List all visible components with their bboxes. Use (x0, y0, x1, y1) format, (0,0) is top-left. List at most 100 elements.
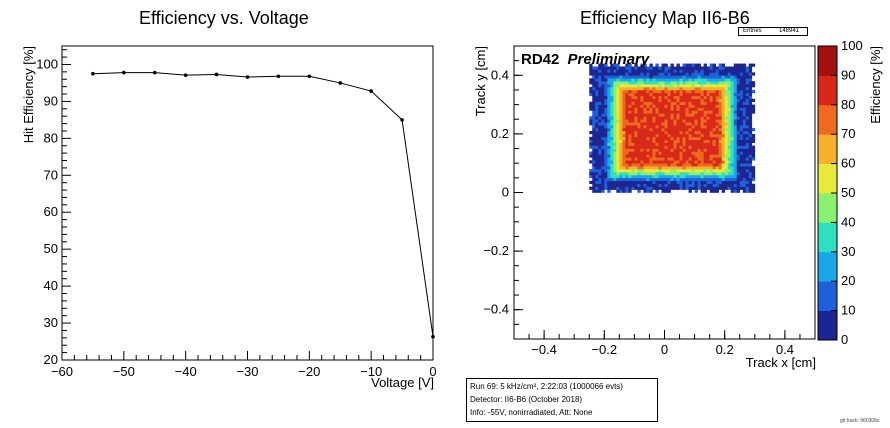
heatmap-cell (673, 113, 677, 117)
heatmap-cell (703, 75, 707, 79)
heatmap-cell (691, 128, 695, 132)
heatmap-cell (739, 81, 744, 85)
heatmap-cell (622, 81, 626, 85)
heatmap-cell (601, 189, 605, 193)
heatmap-cell (637, 180, 641, 185)
heatmap-cell (613, 81, 617, 85)
heatmap-cell (703, 169, 707, 173)
heatmap-cell (607, 72, 611, 76)
heatmap-cell (730, 95, 735, 100)
heatmap-cell (607, 145, 611, 149)
heatmap-cell (691, 174, 695, 179)
heatmap-cell (631, 160, 635, 164)
heatmap-cell (682, 98, 686, 102)
heatmap-cell (748, 75, 753, 79)
heatmap-cell (679, 95, 683, 100)
colorbar-segment (818, 139, 837, 145)
heatmap-cell (736, 133, 741, 138)
heatmap-cell (652, 78, 656, 82)
heatmap-cell (691, 139, 695, 143)
heatmap-cell (709, 87, 713, 91)
heatmap-cell (601, 78, 605, 82)
heatmap-cell (697, 128, 701, 132)
heatmap-cell (625, 69, 629, 73)
heatmap-cell (742, 72, 747, 76)
heatmap-cell (604, 133, 608, 138)
heatmap-cell (709, 130, 713, 135)
heatmap-cell (718, 113, 722, 117)
heatmap-cell (742, 136, 747, 141)
heatmap-cell (682, 183, 686, 187)
heatmap-cell (637, 72, 641, 76)
heatmap-cell (682, 154, 686, 158)
heatmap-cell (736, 101, 741, 105)
heatmap-cell (628, 81, 632, 85)
heatmap-cell (742, 66, 747, 70)
heatmap-cell (610, 110, 614, 114)
heatmap-cell (715, 183, 719, 187)
heatmap-cell (607, 136, 611, 141)
heatmap-cell (655, 95, 659, 100)
heatmap-cell (724, 92, 729, 97)
heatmap-cell (634, 145, 638, 149)
heatmap-cell (712, 177, 716, 182)
heatmap-cell (694, 116, 698, 120)
heatmap-cell (721, 116, 725, 120)
heatmap-cell (742, 110, 747, 114)
heatmap-cell (625, 107, 629, 111)
heatmap-cell (649, 151, 653, 155)
heatmap-cell (721, 69, 725, 73)
heatmap-cell (658, 116, 662, 120)
heatmap-cell (700, 81, 704, 85)
heatmap-cell (628, 87, 632, 91)
heatmap-cell (622, 84, 626, 88)
heatmap-cell (676, 104, 680, 108)
heatmap-cell (697, 139, 701, 143)
heatmap-cell (619, 142, 623, 146)
heatmap-cell (673, 174, 677, 179)
heatmap-cell (724, 122, 729, 126)
heatmap-cell (718, 157, 722, 161)
heatmap-cell (697, 125, 701, 129)
heatmap-cell (733, 66, 738, 70)
heatmap-cell (613, 148, 617, 152)
heatmap-cell (673, 177, 677, 182)
heatmap-cell (592, 78, 596, 82)
heatmap-cell (646, 84, 650, 88)
heatmap-cell (733, 101, 738, 105)
heatmap-cell (745, 169, 750, 173)
heatmap-cell (610, 78, 614, 82)
heatmap-cell (652, 180, 656, 185)
heatmap-cell (658, 81, 662, 85)
heatmap-cell (628, 125, 632, 129)
heatmap-cell (598, 101, 602, 105)
heatmap-cell (730, 136, 735, 141)
heatmap-cell (670, 145, 674, 149)
left-x-tick-label: −20 (298, 364, 320, 379)
heatmap-cell (661, 69, 665, 73)
heatmap-cell (745, 69, 750, 73)
heatmap-cell (700, 166, 704, 170)
heatmap-cell (709, 89, 713, 94)
heatmap-cell (589, 116, 593, 120)
heatmap-cell (688, 180, 692, 185)
heatmap-cell (664, 186, 668, 190)
heatmap-cell (664, 89, 668, 94)
heatmap-cell (595, 169, 599, 173)
heatmap-cell (598, 139, 602, 143)
right-x-tick-label: 0.2 (716, 342, 734, 357)
right-chart-title: Efficiency Map II6-B6 (580, 8, 750, 28)
heatmap-cell (739, 110, 744, 114)
heatmap-cell (691, 148, 695, 152)
heatmap-cell (625, 189, 629, 193)
heatmap-cell (628, 151, 632, 155)
heatmap-cell (598, 151, 602, 155)
heatmap-cell (613, 169, 617, 173)
heatmap-cell (742, 84, 747, 88)
heatmap-cell (616, 180, 620, 185)
heatmap-cell (622, 142, 626, 146)
heatmap-cell (679, 183, 683, 187)
colorbar-segment (818, 188, 837, 194)
heatmap-cell (748, 183, 753, 187)
heatmap-cell (712, 171, 716, 176)
